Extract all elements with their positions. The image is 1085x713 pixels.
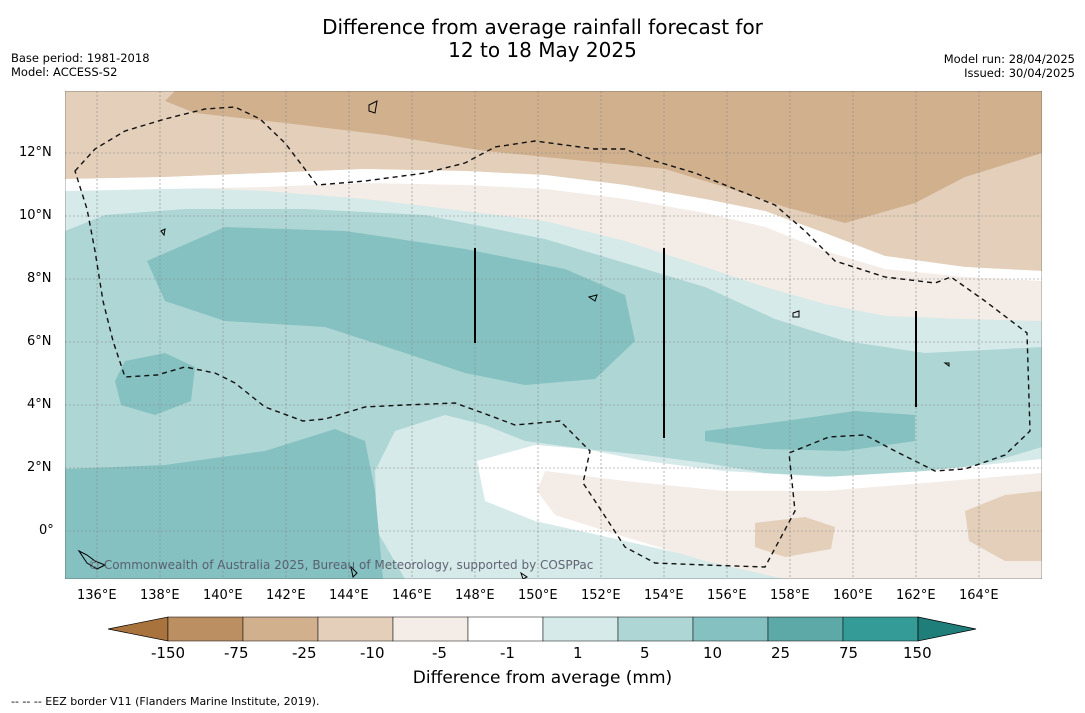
- colorbar-tick: -75: [224, 644, 249, 662]
- lon-label: 164°E: [959, 588, 999, 603]
- colorbar-segment: [392, 616, 469, 642]
- colorbar-tick: -5: [432, 644, 447, 662]
- region-minus-5-to-10-southeast: [965, 491, 1042, 561]
- region-10-to-25-south: [65, 429, 383, 579]
- region-10-to-25-north: [147, 227, 635, 385]
- colorbar-segment: [242, 616, 319, 642]
- region-10-to-25-west: [115, 353, 195, 415]
- model-run-label: Model run: 28/04/2025: [943, 52, 1075, 66]
- colorbar-tick: 10: [703, 644, 723, 662]
- lon-label: 144°E: [329, 588, 369, 603]
- lon-label: 160°E: [833, 588, 873, 603]
- colorbar-tick: 5: [640, 644, 650, 662]
- copyright-note: © Commonwealth of Australia 2025, Bureau…: [88, 558, 594, 572]
- issued-label: Issued: 30/04/2025: [964, 66, 1075, 80]
- rainfall-map: [65, 91, 1042, 579]
- lat-label: 4°N: [27, 397, 52, 412]
- colorbar-tick: -25: [292, 644, 317, 662]
- lat-label: 10°N: [19, 208, 52, 223]
- map-title-line1: Difference from average rainfall forecas…: [322, 15, 763, 39]
- lat-label: 0°: [39, 523, 54, 538]
- region-10-to-25-east: [705, 411, 915, 451]
- eez-legend-note: -- -- -- EEZ border V11 (Flanders Marine…: [11, 695, 320, 708]
- lon-label: 136°E: [77, 588, 117, 603]
- band-minus-1-to-1: [65, 169, 1042, 281]
- colorbar: [108, 616, 977, 642]
- lon-label: 162°E: [896, 588, 936, 603]
- colorbar-arrow-left: [108, 616, 169, 642]
- lat-label: 8°N: [27, 271, 52, 286]
- colorbar-tick: 150: [903, 644, 932, 662]
- colorbar-segment: [167, 616, 244, 642]
- lon-label: 148°E: [455, 588, 495, 603]
- colorbar-arrow-right: [917, 616, 977, 642]
- lon-label: 140°E: [203, 588, 243, 603]
- lon-label: 138°E: [140, 588, 180, 603]
- base-period-label: Base period: 1981-2018: [11, 51, 150, 65]
- colorbar-segment: [467, 616, 544, 642]
- lon-label: 146°E: [392, 588, 432, 603]
- colorbar-tick: -10: [360, 644, 385, 662]
- colorbar-tick: 1: [573, 644, 583, 662]
- map-title-line2: 12 to 18 May 2025: [448, 38, 637, 62]
- lat-label: 6°N: [27, 334, 52, 349]
- colorbar-segment: [692, 616, 769, 642]
- colorbar-segment: [317, 616, 394, 642]
- model-label: Model: ACCESS-S2: [11, 65, 118, 79]
- lon-label: 158°E: [770, 588, 810, 603]
- colorbar-tick: -150: [151, 644, 186, 662]
- colorbar-segment: [617, 616, 694, 642]
- lon-label: 142°E: [266, 588, 306, 603]
- colorbar-segment: [542, 616, 619, 642]
- lat-label: 12°N: [19, 145, 52, 160]
- lon-label: 150°E: [518, 588, 558, 603]
- colorbar-tick: -1: [500, 644, 515, 662]
- colorbar-tick: 25: [771, 644, 791, 662]
- colorbar-label: Difference from average (mm): [412, 668, 673, 688]
- lon-label: 154°E: [644, 588, 684, 603]
- lon-label: 152°E: [581, 588, 621, 603]
- eez-border: [74, 106, 1031, 568]
- lon-label: 156°E: [707, 588, 747, 603]
- islands: [77, 100, 950, 579]
- lat-label: 2°N: [27, 460, 52, 475]
- colorbar-segment: [842, 616, 919, 642]
- colorbar-segment: [767, 616, 844, 642]
- region-minus-5-to-10-south: [755, 517, 835, 557]
- band-minus-10-to-25: [165, 91, 1042, 223]
- colorbar-tick: 75: [839, 644, 859, 662]
